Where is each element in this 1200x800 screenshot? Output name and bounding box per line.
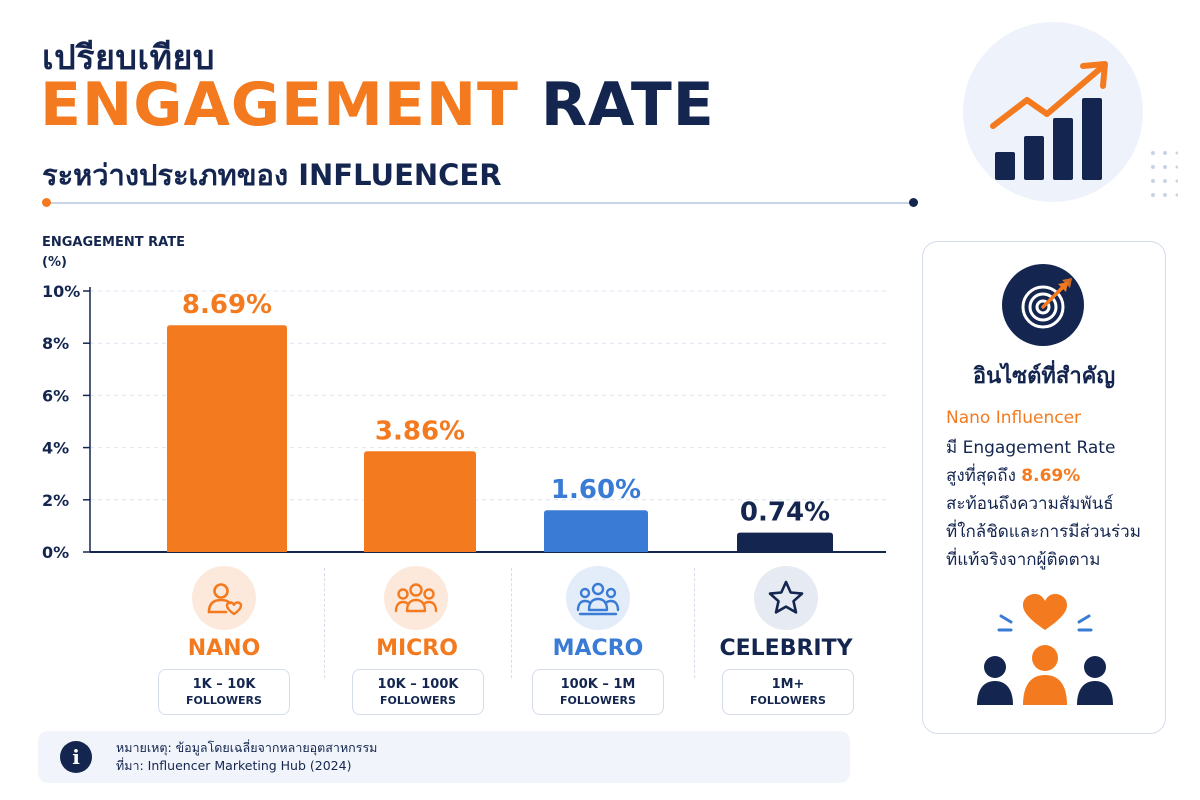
category-icon-micro — [384, 566, 448, 630]
target-icon-background — [1002, 264, 1084, 346]
page-subtitle: ระหว่างประเภทของ INFLUENCER — [42, 158, 502, 192]
follower-range-macro: 100K – 1M FOLLOWERS — [532, 669, 664, 715]
follower-range-unit: FOLLOWERS — [380, 694, 456, 707]
divider-dot-right — [909, 198, 918, 207]
star-icon — [768, 580, 804, 614]
community-heart-icon — [977, 594, 1113, 705]
follower-range-micro: 10K – 100K FOLLOWERS — [352, 669, 484, 715]
follower-range-unit: FOLLOWERS — [560, 694, 636, 707]
bar-macro — [544, 510, 648, 552]
follower-range-value: 100K – 1M — [560, 677, 636, 692]
person-heart-icon — [207, 583, 243, 616]
category-separator — [511, 568, 512, 678]
growth-chart-arrow-icon — [990, 61, 1108, 180]
insight-highlight-value: 8.69% — [1021, 466, 1081, 486]
note-text: หมายเหตุ: ข้อมูลโดยเฉลี่ยจากหลายอุตสาหกร… — [116, 739, 377, 775]
category-name-micro: MICRO — [376, 636, 458, 661]
category-icon-macro — [566, 566, 630, 630]
bar-value-label: 1.60% — [551, 475, 641, 505]
y-axis-title-line2: (%) — [42, 255, 67, 270]
follower-range-value: 10K – 100K — [377, 677, 459, 692]
follower-range-value: 1M+ — [771, 677, 805, 692]
title-highlight: ENGAGEMENT — [40, 70, 519, 140]
y-axis-title-line1: ENGAGEMENT RATE — [42, 235, 185, 250]
bar-micro — [364, 451, 476, 552]
insight-line-3-prefix: สูงที่สุดถึง — [946, 466, 1022, 486]
target-arrow-icon — [1021, 278, 1072, 329]
insight-title: อินไซต์ที่สำคัญ — [972, 364, 1116, 389]
source-note: i หมายเหตุ: ข้อมูลโดยเฉลี่ยจากหลายอุตสาห… — [38, 731, 850, 783]
follower-range-nano: 1K – 10K FOLLOWERS — [158, 669, 290, 715]
category-name-nano: NANO — [187, 636, 261, 661]
category-separator — [694, 568, 695, 678]
y-axis-title: ENGAGEMENT RATE (%) — [42, 233, 185, 273]
note-line-remark: หมายเหตุ: ข้อมูลโดยเฉลี่ยจากหลายอุตสาหกร… — [116, 740, 378, 755]
title-rest: RATE — [540, 70, 715, 140]
y-tick-label: 2% — [42, 491, 69, 510]
insight-line-4: สะท้อนถึงความสัมพันธ์ — [946, 494, 1114, 514]
follower-range-unit: FOLLOWERS — [186, 694, 262, 707]
category-icon-nano — [192, 566, 256, 630]
y-tick-label: 4% — [42, 439, 69, 458]
category-icon-celebrity — [754, 566, 818, 630]
insight-line-2: มี Engagement Rate — [946, 438, 1116, 458]
group-three-icon — [394, 583, 438, 613]
bar-celebrity — [737, 532, 833, 552]
page-title: ENGAGEMENT RATE — [40, 70, 715, 140]
follower-range-value: 1K – 10K — [192, 677, 256, 692]
note-line-source: ที่มา: Influencer Marketing Hub (2024) — [116, 758, 352, 773]
divider-dot-left — [42, 198, 51, 207]
y-tick-label: 10% — [42, 282, 80, 301]
title-line-1: เปรียบเทียบ — [42, 38, 216, 78]
title-divider — [46, 202, 916, 204]
insight-line-6: ที่แท้จริงจากผู้ติดตาม — [946, 550, 1101, 570]
insight-line-3: สูงที่สุดถึง 8.69% — [946, 463, 1080, 489]
bar-value-label: 0.74% — [740, 498, 830, 528]
y-tick-label: 8% — [42, 334, 69, 353]
category-name-macro: MACRO — [552, 636, 644, 661]
y-tick-label: 0% — [42, 543, 69, 562]
insight-card: อินไซต์ที่สำคัญ Nano Influencer มี Engag… — [922, 241, 1166, 734]
category-separator — [324, 568, 325, 678]
bar-value-label: 3.86% — [375, 416, 465, 446]
insight-line-5: ที่ใกล้ชิดและการมีส่วนร่วม — [946, 522, 1141, 542]
follower-range-celebrity: 1M+ FOLLOWERS — [722, 669, 854, 715]
bar-value-label: 8.69% — [182, 290, 272, 320]
info-icon: i — [60, 741, 92, 773]
group-crowd-icon — [576, 582, 620, 616]
category-name-celebrity: CELEBRITY — [719, 636, 853, 661]
engagement-bar-chart: 0% 2% 4% 6% 8% 10% 8.69% 3.86% 1.60% 0.74% — [42, 282, 886, 562]
insight-line-1: Nano Influencer — [946, 408, 1082, 428]
y-tick-label: 6% — [42, 386, 69, 405]
dot-pattern-decoration — [1151, 151, 1178, 197]
bar-nano — [167, 325, 287, 552]
follower-range-unit: FOLLOWERS — [750, 694, 826, 707]
